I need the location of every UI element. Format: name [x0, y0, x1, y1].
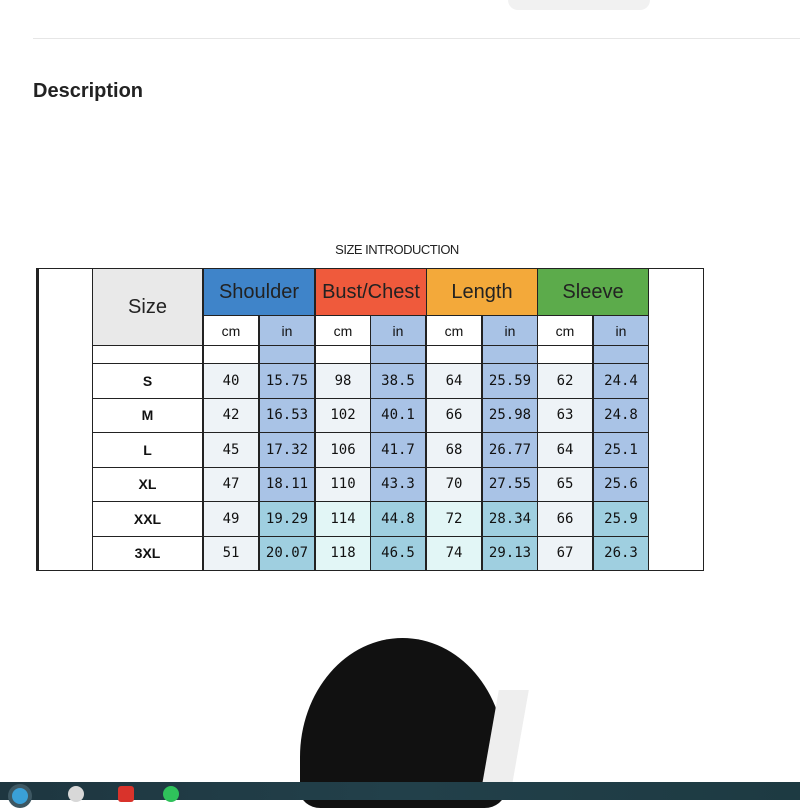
size-chart-title: SIZE INTRODUCTION — [335, 242, 459, 257]
table-cell: 25.98 — [482, 397, 538, 433]
group-header: Bust/Chest — [315, 268, 427, 316]
table-cell: 64 — [537, 432, 593, 468]
table-cell: 102 — [315, 397, 371, 433]
table-cell: 106 — [315, 432, 371, 468]
table-cell: 42 — [203, 397, 259, 433]
video-app-icon[interactable] — [118, 786, 134, 802]
table-cell: 66 — [537, 501, 593, 537]
table-cell: 66 — [426, 397, 482, 433]
spacer-cell — [537, 345, 593, 364]
size-label: 3XL — [92, 535, 203, 571]
spacer-cell — [482, 345, 538, 364]
table-cell: 20.07 — [259, 535, 315, 571]
table-cell: 38.5 — [370, 363, 426, 399]
unit-header: cm — [537, 315, 593, 346]
table-cell: 46.5 — [370, 535, 426, 571]
table-cell: 47 — [203, 466, 259, 502]
table-cell: 63 — [537, 397, 593, 433]
table-cell: 68 — [426, 432, 482, 468]
spacer-cell — [315, 345, 371, 364]
unit-header: in — [482, 315, 538, 346]
size-label: L — [92, 432, 203, 468]
spacer-cell — [203, 345, 259, 364]
unit-header: in — [259, 315, 315, 346]
unit-header: in — [593, 315, 649, 346]
table-cell: 16.53 — [259, 397, 315, 433]
spacer-cell — [370, 345, 426, 364]
spacer-cell — [426, 345, 482, 364]
taskbar — [0, 782, 800, 804]
spacer-cell — [259, 345, 315, 364]
table-cell: 25.1 — [593, 432, 649, 468]
table-cell: 70 — [426, 466, 482, 502]
size-label: XXL — [92, 501, 203, 537]
table-cell: 64 — [426, 363, 482, 399]
app-icon[interactable] — [68, 786, 84, 802]
group-header: Length — [426, 268, 538, 316]
table-cell: 44.8 — [370, 501, 426, 537]
table-cell: 27.55 — [482, 466, 538, 502]
table-cell: 40.1 — [370, 397, 426, 433]
table-cell: 72 — [426, 501, 482, 537]
description-heading: Description — [33, 80, 144, 102]
table-cell: 15.75 — [259, 363, 315, 399]
table-cell: 98 — [315, 363, 371, 399]
size-label: S — [92, 363, 203, 399]
blank-column-left — [38, 268, 94, 571]
table-cell: 118 — [315, 535, 371, 571]
size-header: Size — [92, 268, 203, 346]
spacer-row — [92, 345, 203, 364]
table-cell: 24.4 — [593, 363, 649, 399]
size-label: M — [92, 397, 203, 433]
table-cell: 74 — [426, 535, 482, 571]
table-cell: 43.3 — [370, 466, 426, 502]
table-cell: 26.77 — [482, 432, 538, 468]
table-cell: 24.8 — [593, 397, 649, 433]
table-cell: 17.32 — [259, 432, 315, 468]
table-cell: 18.11 — [259, 466, 315, 502]
table-cell: 40 — [203, 363, 259, 399]
top-button[interactable] — [508, 0, 650, 10]
table-cell: 65 — [537, 466, 593, 502]
table-cell: 67 — [537, 535, 593, 571]
size-chart-table: Size Shoulder Bust/Chest Length Sleeve cm in cm… — [36, 268, 704, 571]
table-cell: 45 — [203, 432, 259, 468]
table-cell: 51 — [203, 535, 259, 571]
table-cell: 25.6 — [593, 466, 649, 502]
table-cell: 49 — [203, 501, 259, 537]
table-cell: 28.34 — [482, 501, 538, 537]
spacer-cell — [593, 345, 649, 364]
blank-column-right — [648, 268, 704, 571]
table-cell: 26.3 — [593, 535, 649, 571]
divider — [33, 38, 800, 39]
wechat-icon[interactable] — [163, 786, 179, 802]
table-cell: 29.13 — [482, 535, 538, 571]
table-cell: 114 — [315, 501, 371, 537]
unit-header: cm — [315, 315, 371, 346]
browser-icon[interactable] — [12, 788, 28, 804]
group-header: Shoulder — [203, 268, 315, 316]
table-cell: 19.29 — [259, 501, 315, 537]
group-header: Sleeve — [537, 268, 649, 316]
table-cell: 25.9 — [593, 501, 649, 537]
table-cell: 62 — [537, 363, 593, 399]
table-cell: 41.7 — [370, 432, 426, 468]
unit-header: cm — [203, 315, 259, 346]
unit-header: cm — [426, 315, 482, 346]
size-label: XL — [92, 466, 203, 502]
unit-header: in — [370, 315, 426, 346]
table-cell: 25.59 — [482, 363, 538, 399]
table-cell: 110 — [315, 466, 371, 502]
